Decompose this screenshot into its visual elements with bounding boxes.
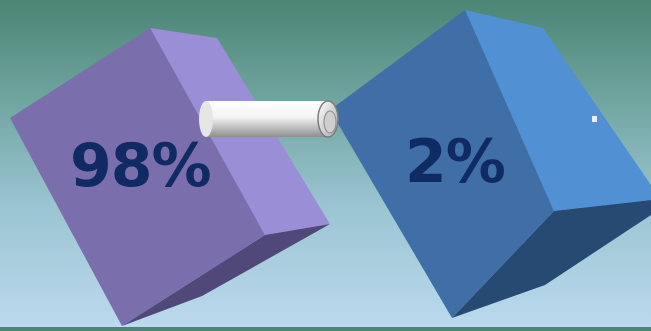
block-98-percent-front-face [10,28,265,326]
pipe-connector-icon [199,100,339,138]
block-2-percent-front-face [330,10,554,318]
block-2-percent-side-face [465,10,651,211]
block-2-percent-label: 2% [405,127,506,197]
block-2-percent-bottom-face [452,200,651,318]
block-2-percent [330,10,651,318]
marker-dot-icon [592,116,597,122]
block-98-percent-label: 98% [70,131,212,201]
block-98-percent-bottom-face [122,224,330,326]
